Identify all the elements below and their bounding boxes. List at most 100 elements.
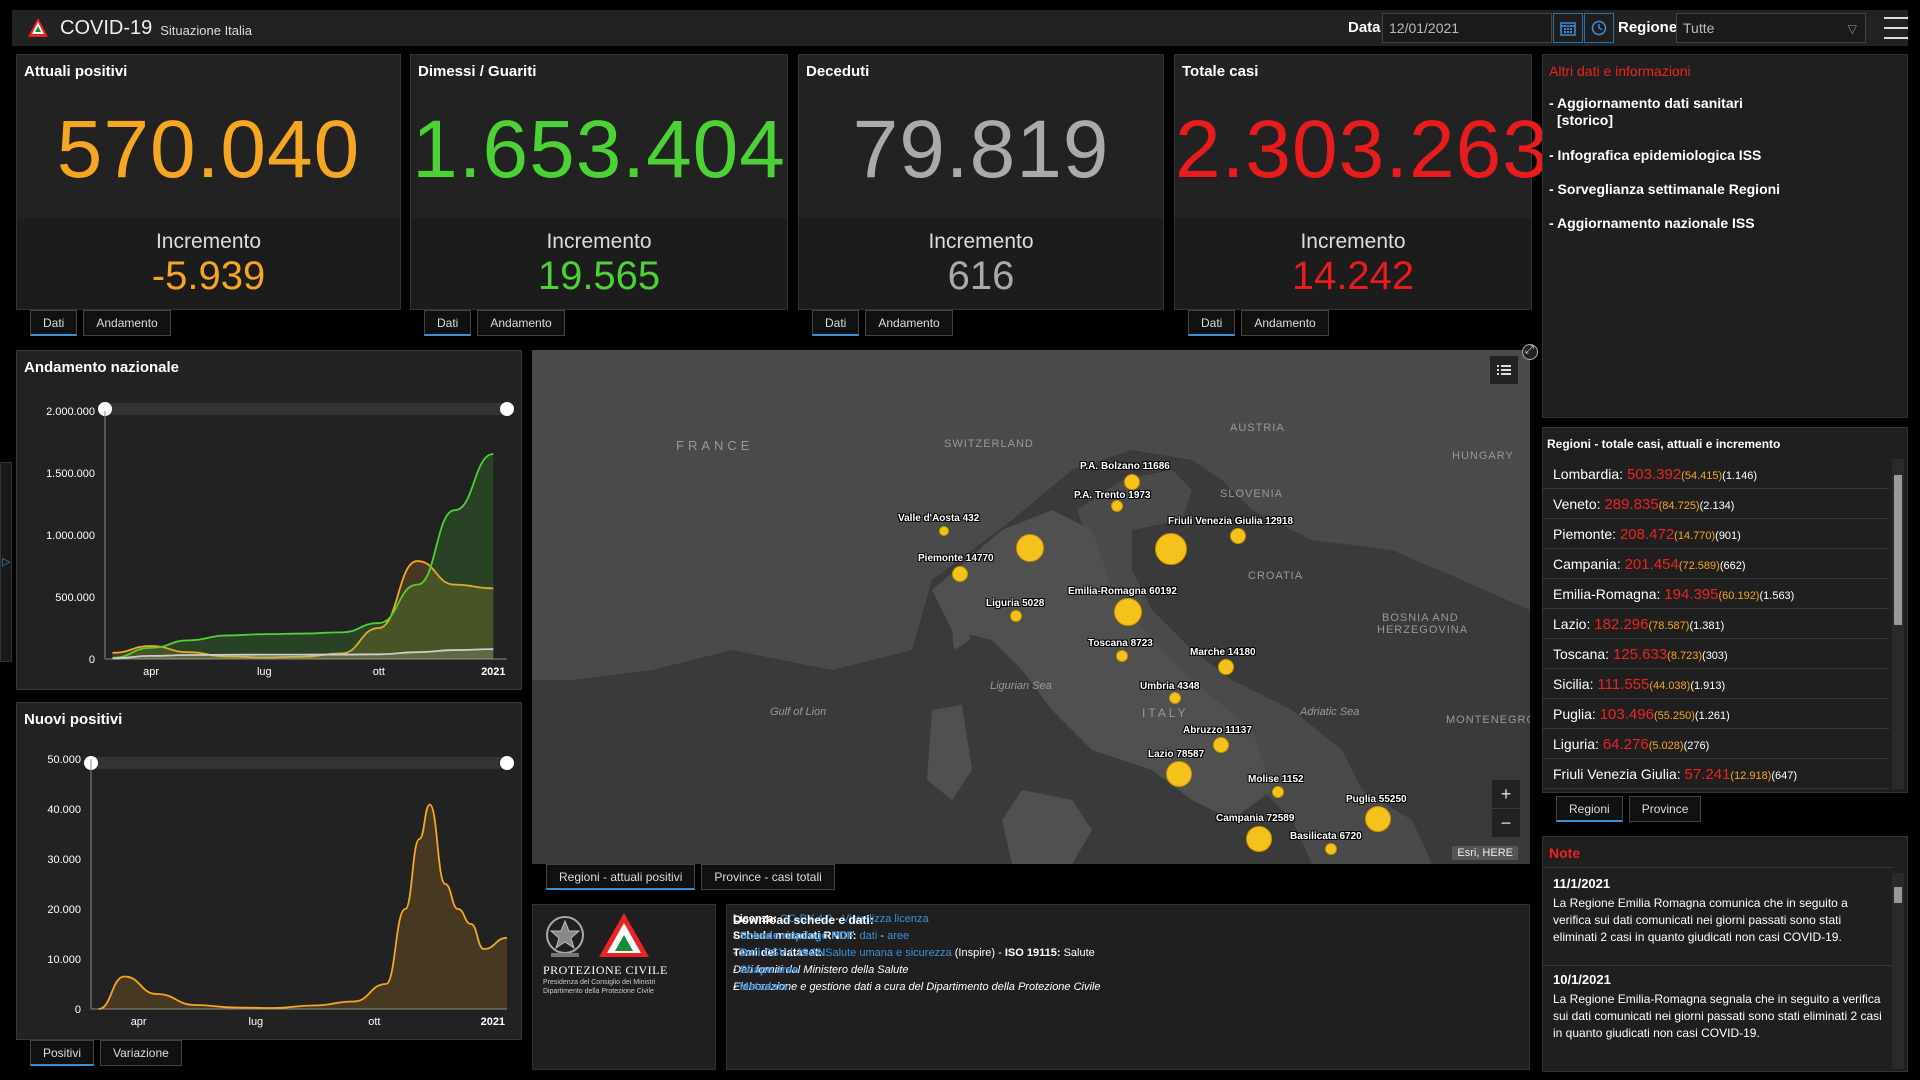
map-bubble[interactable] — [1325, 843, 1337, 855]
notes-scrollbar[interactable] — [1892, 873, 1904, 1069]
region-row[interactable]: Veneto: 289.835(84.725)(2.134) — [1543, 489, 1889, 519]
tab-positivi[interactable]: Positivi — [30, 1040, 95, 1066]
range-slider-track[interactable] — [91, 757, 507, 769]
card-title: Attuali positivi — [24, 63, 128, 80]
tab-andamento[interactable]: Andamento — [865, 310, 953, 336]
regions-scrollbar[interactable] — [1892, 459, 1904, 789]
download-shape-link[interactable]: Shape aree — [739, 964, 799, 976]
range-slider-handle-right[interactable] — [500, 756, 514, 770]
tab-province[interactable]: Province — [1628, 796, 1702, 822]
tab-dati[interactable]: Dati — [1188, 310, 1236, 336]
region-select-value: Tutte — [1683, 20, 1715, 36]
scrollbar-thumb[interactable] — [1894, 887, 1902, 903]
date-input[interactable]: 12/01/2021 — [1382, 13, 1552, 43]
tab-andamento[interactable]: Andamento — [83, 310, 171, 336]
themes-link[interactable]: Salute umana e sicurezza — [825, 947, 952, 959]
map-bubble[interactable] — [1114, 598, 1142, 626]
region-increment: (662) — [1719, 560, 1746, 572]
license-link[interactable]: CC-BY-4.0 — [780, 913, 833, 925]
tab-andamento[interactable]: Andamento — [477, 310, 565, 336]
time-button[interactable] — [1584, 13, 1614, 43]
map-bubble[interactable] — [1016, 534, 1044, 562]
fullscreen-button[interactable]: ⤢ — [1522, 344, 1538, 360]
map-label-sea: Ligurian Sea — [990, 680, 1052, 692]
map-bubble[interactable] — [952, 566, 968, 582]
y-tick-label: 1.500.000 — [46, 468, 95, 480]
region-select[interactable]: Tutte ▽ — [1676, 13, 1866, 43]
calendar-button[interactable] — [1553, 13, 1583, 43]
metadata-line: Scheda metadati RNDT: dati - aree — [733, 930, 909, 942]
date-label: Data — [1348, 19, 1381, 36]
link-aggiornamento-dati[interactable]: - Aggiornamento dati sanitari — [1549, 95, 1743, 111]
map-region-label: P.A. Bolzano 11686 — [1080, 461, 1170, 472]
link-infografica[interactable]: - Infografica epidemiologica ISS — [1549, 147, 1762, 163]
dash: - — [733, 981, 740, 993]
map-view[interactable]: FRANCE SWITZERLAND AUSTRIA HUNGARY SLOVE… — [532, 350, 1530, 864]
region-row[interactable]: Friuli Venezia Giulia: 57.241(12.918)(64… — [1543, 759, 1889, 789]
region-current: (60.192) — [1718, 590, 1760, 602]
region-row[interactable]: Puglia: 103.496(55.250)(1.261) — [1543, 699, 1889, 729]
region-row[interactable]: Emilia-Romagna: 194.395(60.192)(1.563) — [1543, 579, 1889, 609]
map-region-label: Puglia 55250 — [1346, 794, 1407, 805]
link-storico[interactable]: [storico] — [1557, 112, 1613, 128]
download-pdf-link[interactable]: Schede riepilogo PDF — [739, 930, 854, 942]
region-total: 103.496 — [1599, 706, 1654, 723]
region-row[interactable]: Liguria: 64.276(5.028)(276) — [1543, 729, 1889, 759]
region-row[interactable]: Sicilia: 111.555(44.038)(1.913) — [1543, 669, 1889, 699]
y-tick-label: 0 — [89, 654, 95, 666]
scrollbar-thumb[interactable] — [1894, 475, 1902, 625]
map-bubble[interactable] — [1365, 806, 1391, 832]
map-bubble[interactable] — [1246, 826, 1272, 852]
map-bubble[interactable] — [939, 526, 949, 536]
map-bubble[interactable] — [1010, 610, 1022, 622]
tab-dati[interactable]: Dati — [424, 310, 472, 336]
map-bubble[interactable] — [1155, 533, 1187, 565]
map-bubble[interactable] — [1111, 500, 1123, 512]
map-tabs: Regioni - attuali positivi Province - ca… — [546, 864, 835, 890]
region-row[interactable]: Lombardia: 503.392(54.415)(1.146) — [1543, 459, 1889, 489]
region-row[interactable]: Lazio: 182.296(78.587)(1.381) — [1543, 609, 1889, 639]
notes-panel: Note 11/1/2021 La Regione Emilia Romagna… — [1542, 836, 1908, 1072]
map-bubble[interactable] — [1230, 528, 1246, 544]
region-row[interactable]: Campania: 201.454(72.589)(662) — [1543, 549, 1889, 579]
x-tick-label: apr — [131, 1016, 147, 1028]
link-aggiornamento-iss[interactable]: - Aggiornamento nazionale ISS — [1549, 215, 1755, 231]
map-bubble[interactable] — [1218, 659, 1234, 675]
link-sorveglianza[interactable]: - Sorveglianza settimanale Regioni — [1549, 181, 1781, 197]
zoom-out-button[interactable]: − — [1492, 809, 1520, 837]
metadata-aree-link[interactable]: aree — [887, 930, 910, 942]
map-bubble[interactable] — [1116, 650, 1128, 662]
hamburger-menu-button[interactable] — [1884, 17, 1908, 39]
divider — [1543, 965, 1893, 966]
metadata-dati-link[interactable]: dati — [859, 930, 878, 942]
range-slider-handle-left[interactable] — [98, 402, 112, 416]
minus-icon: − — [1500, 812, 1512, 833]
series-line — [98, 803, 508, 1010]
view-license-link[interactable]: Visualizza licenza — [842, 913, 929, 925]
map-bubble[interactable] — [1166, 761, 1192, 787]
download-metadata-link[interactable]: Metadata — [739, 981, 788, 993]
range-slider-track[interactable] — [105, 403, 507, 415]
map-bubble[interactable] — [1124, 474, 1140, 490]
range-slider-handle-right[interactable] — [500, 402, 514, 416]
zoom-in-button[interactable]: + — [1492, 780, 1520, 808]
y-tick-label: 30.000 — [47, 854, 81, 866]
sidebar-expand-handle[interactable]: ▷ — [0, 462, 12, 662]
map-bubble[interactable] — [1169, 692, 1181, 704]
map-label-country: SLOVENIA — [1220, 488, 1284, 500]
tab-regioni-attuali[interactable]: Regioni - attuali positivi — [546, 864, 696, 890]
tab-regioni[interactable]: Regioni — [1556, 796, 1623, 822]
tab-andamento[interactable]: Andamento — [1241, 310, 1329, 336]
map-legend-button[interactable] — [1490, 356, 1518, 384]
tab-dati[interactable]: Dati — [812, 310, 860, 336]
tab-dati[interactable]: Dati — [30, 310, 78, 336]
region-row[interactable]: Toscana: 125.633(8.723)(303) — [1543, 639, 1889, 669]
map-bubble[interactable] — [1272, 786, 1284, 798]
region-total: 57.241 — [1684, 766, 1731, 783]
tab-province-casi[interactable]: Province - casi totali — [701, 864, 835, 890]
tab-variazione[interactable]: Variazione — [100, 1040, 182, 1066]
map-bubble[interactable] — [1213, 737, 1229, 753]
download-csv-link[interactable]: Dati CSV / JSON — [739, 947, 826, 959]
y-tick-label: 40.000 — [47, 804, 81, 816]
region-row[interactable]: Piemonte: 208.472(14.770)(901) — [1543, 519, 1889, 549]
